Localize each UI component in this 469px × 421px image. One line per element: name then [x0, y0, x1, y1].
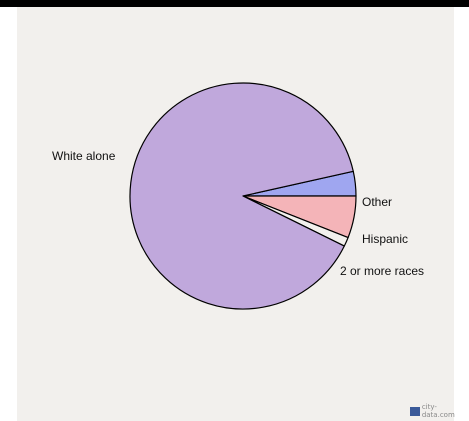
watermark-text: city-data.com — [421, 403, 455, 419]
top-bar — [0, 0, 469, 7]
slice-label-other: Other — [362, 195, 392, 209]
city-data-logo-icon — [410, 406, 420, 416]
watermark: city-data.com — [410, 403, 469, 419]
pie-slice-white-alone — [129, 82, 354, 310]
slice-label-2-or-more-races: 2 or more races — [340, 264, 424, 278]
slice-label-hispanic: Hispanic — [362, 232, 408, 246]
slice-label-white-alone: White alone — [52, 149, 116, 163]
